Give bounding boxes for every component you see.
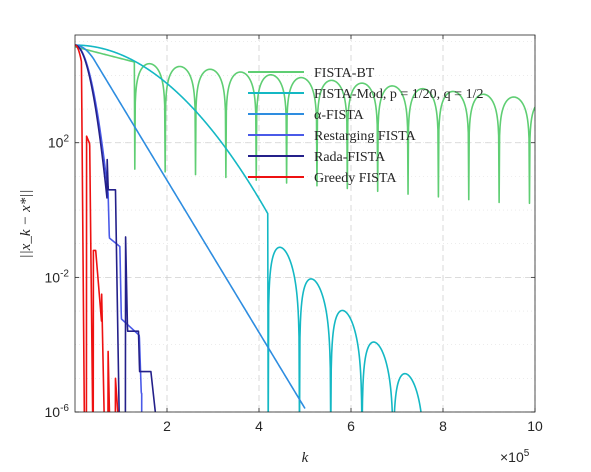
series-line-2 (75, 44, 422, 412)
legend-entry-2: FISTA-Mod, p = 1/20, q = 1/2 (314, 87, 483, 102)
series-line-6 (75, 44, 119, 412)
series-line-1 (75, 46, 535, 205)
series-line-5 (75, 44, 157, 412)
x-tick-label: 10 (527, 418, 543, 434)
y-tick-exp: -2 (60, 268, 69, 279)
x-tick-label: 6 (347, 418, 355, 434)
y-tick-base: 10 (48, 135, 64, 151)
legend: FISTA-BT FISTA-Mod, p = 1/20, q = 1/2 α-FI… (248, 66, 483, 186)
legend-entry-1: FISTA-BT (314, 66, 375, 81)
series-layer (75, 44, 535, 412)
y-axis-label: ||x_k − x*|| (18, 189, 34, 258)
x-multiplier-base: ×10 (500, 449, 524, 465)
legend-entry-6: Greedy FISTA (314, 171, 397, 186)
y-tick-label: 10-6 (45, 403, 70, 420)
x-tick-label: 8 (439, 418, 447, 434)
y-tick-label: 10-2 (45, 268, 70, 285)
legend-entry-5: Rada-FISTA (314, 150, 386, 165)
y-tick-exp: 2 (63, 134, 69, 145)
x-tick-label: 4 (255, 418, 263, 434)
x-multiplier: ×105 (500, 448, 530, 465)
x-multiplier-exp: 5 (524, 448, 530, 459)
legend-entry-4: Restarging FISTA (314, 129, 417, 144)
axes-box (74, 34, 536, 413)
x-axis-label: k (302, 450, 309, 466)
legend-entry-3: α-FISTA (314, 108, 365, 123)
x-tick-label: 2 (163, 418, 171, 434)
plot-area (75, 35, 535, 412)
y-tick-base: 10 (45, 404, 61, 420)
y-tick-exp: -6 (60, 403, 69, 414)
y-tick-base: 10 (45, 269, 61, 285)
y-tick-label: 102 (48, 134, 70, 151)
series-line-3 (75, 44, 306, 409)
